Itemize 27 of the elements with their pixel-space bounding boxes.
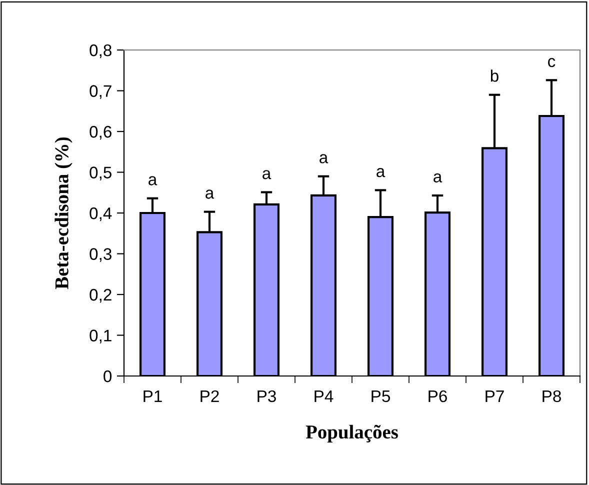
y-tick-label: 0,5	[90, 166, 112, 180]
annotation: a	[148, 176, 158, 186]
y-tick-label: 0,8	[90, 44, 112, 58]
y-tick-label: 0,4	[90, 207, 112, 222]
y-tick-label: 0	[104, 370, 112, 382]
annotation: a	[376, 168, 386, 178]
x-tick-label: P5	[372, 390, 390, 402]
x-tick-label: P1	[144, 390, 162, 402]
annotation: a	[262, 170, 272, 180]
y-tick-label: 0,3	[90, 248, 112, 262]
y-tick-label: 0,6	[90, 126, 112, 140]
x-tick-label: P2	[200, 390, 219, 402]
y-axis-title: Beta-ecdisona (%)	[54, 137, 72, 290]
y-tick-label: 0,2	[90, 288, 112, 303]
x-tick-label: P4	[314, 390, 334, 402]
y-tick-label: 0,7	[90, 85, 112, 99]
annotation: a	[206, 190, 214, 199]
x-tick-label: P6	[428, 390, 447, 402]
annotation: a	[320, 154, 328, 164]
annotation: b	[490, 70, 498, 82]
x-tick-label: P3	[258, 390, 276, 402]
y-tick-label: 0,1	[90, 330, 112, 344]
x-tick-label: P7	[486, 390, 504, 402]
x-axis-title: Populações	[306, 424, 398, 443]
annotation: c	[548, 58, 556, 68]
x-tick-label: P8	[542, 390, 561, 402]
annotation: a	[434, 173, 442, 182]
